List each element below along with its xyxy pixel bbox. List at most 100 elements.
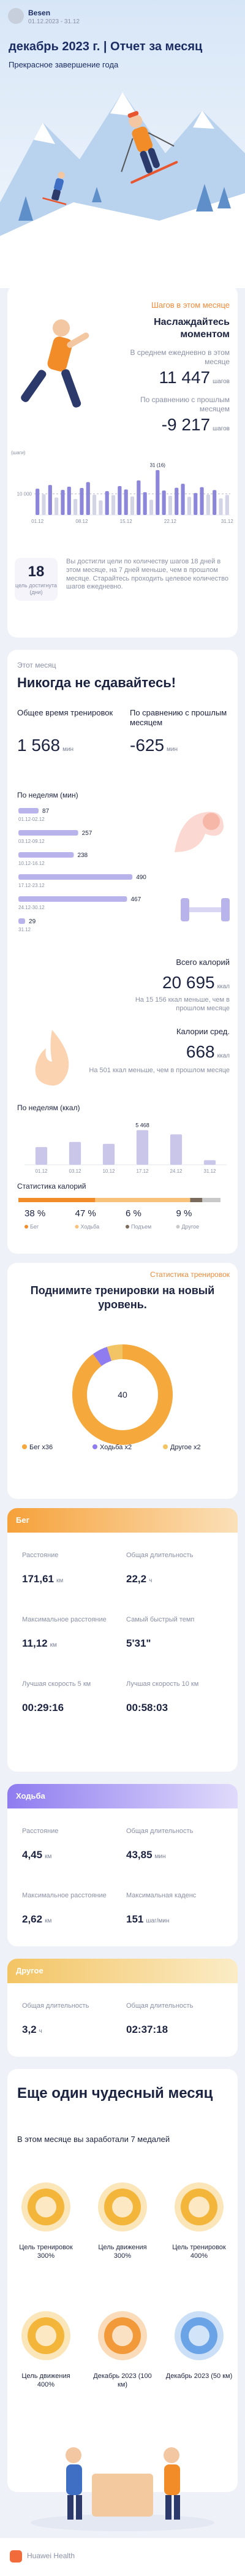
arm-illustration bbox=[175, 812, 224, 852]
stat-item: Максимальное расстояние 2,62 км bbox=[22, 1891, 108, 1926]
stat-unit: км bbox=[50, 1642, 57, 1648]
stat-value: 22,2 ч bbox=[126, 1572, 212, 1585]
period: 01.12.2023 - 31.12 bbox=[28, 18, 80, 25]
goal-days-value: 18 bbox=[28, 563, 45, 580]
stat-value: 171,61 км bbox=[22, 1572, 108, 1585]
segment bbox=[202, 1198, 221, 1202]
cmp-steps-unit: шагов bbox=[213, 425, 230, 432]
steps-motto: Наслаждайтесь моментом bbox=[154, 317, 230, 340]
x-tick-label: 31.12 bbox=[203, 1168, 216, 1174]
bar bbox=[18, 874, 133, 880]
legend-dot bbox=[75, 1225, 79, 1229]
medals-subtitle: В этом месяце вы заработали 7 медалей bbox=[17, 2135, 170, 2144]
stat-number: 22,2 bbox=[126, 1573, 147, 1585]
stat-value: 2,62 км bbox=[22, 1913, 108, 1926]
report-subtitle: Прекрасное завершение года bbox=[9, 60, 119, 69]
stat-value: 5'31" bbox=[126, 1637, 212, 1650]
donut-segment bbox=[107, 1344, 123, 1361]
stat-item: Расстояние 4,45 км bbox=[22, 1827, 108, 1861]
stat-unit: км bbox=[45, 1853, 52, 1860]
calorie-stats-chart: 38 % Бег 47 % Ходьба 6 % Подъем 9 % Другое bbox=[18, 1198, 221, 1230]
other-card bbox=[7, 1959, 238, 2057]
exercise-title: Никогда не сдавайтесь! bbox=[17, 675, 176, 690]
stat-number: 171,61 bbox=[22, 1573, 54, 1585]
stat-label: Общая длительность bbox=[126, 2002, 194, 2010]
x-tick-label: 22.12 bbox=[164, 519, 177, 524]
workouts-card bbox=[7, 1263, 238, 1499]
value-label: 87 bbox=[42, 808, 50, 815]
segment bbox=[190, 1198, 203, 1202]
goal-badge bbox=[15, 558, 58, 601]
medal-label: Цель движения 400% bbox=[21, 2372, 70, 2388]
stat-item: Общая длительность 3,2 ч bbox=[22, 2002, 108, 2036]
stat-number: 02:37:18 bbox=[126, 2024, 168, 2035]
total-time-unit: мин bbox=[62, 746, 74, 753]
walking-card bbox=[7, 1784, 238, 1946]
bar bbox=[143, 492, 147, 515]
donut-total: 40 bbox=[118, 1390, 127, 1400]
stat-label: Максимальное расстояние bbox=[22, 1616, 107, 1623]
cal-avg-unit: ккал bbox=[217, 1053, 230, 1059]
x-tick-label: 24.12 bbox=[170, 1168, 183, 1174]
stat-unit: шаг/мин bbox=[146, 1918, 170, 1924]
segment bbox=[95, 1198, 190, 1202]
stat-unit: км bbox=[56, 1577, 64, 1584]
medal-core bbox=[112, 2197, 133, 2217]
legend-label: Другое x2 bbox=[170, 1444, 201, 1451]
bar bbox=[80, 487, 84, 515]
footer-illustration bbox=[31, 2447, 214, 2531]
cal-avg: 668 ккал bbox=[92, 1041, 230, 1062]
medal-icons bbox=[21, 2182, 224, 2360]
legend-dot bbox=[22, 1444, 27, 1449]
bar bbox=[105, 491, 109, 515]
running-title: Бег bbox=[16, 1515, 29, 1525]
exercise-heading: Этот месяц bbox=[17, 661, 56, 669]
x-tick-label: 01.12 bbox=[35, 1168, 48, 1174]
stat-item: Максимальная каденс 151 шаг/мин bbox=[126, 1891, 212, 1926]
stat-value: 11,12 км bbox=[22, 1637, 108, 1650]
bar bbox=[162, 490, 166, 515]
stat-value: 3,2 ч bbox=[22, 2023, 108, 2036]
week-label: 10.12-16.12 bbox=[18, 861, 45, 866]
medal-core bbox=[189, 2325, 209, 2346]
bar bbox=[118, 486, 122, 515]
value-label: 490 bbox=[136, 874, 146, 881]
value-label: 467 bbox=[130, 896, 141, 903]
bar bbox=[48, 485, 52, 515]
value-label: 238 bbox=[77, 852, 88, 859]
cal-avg-label: Калории сред. bbox=[176, 1027, 230, 1036]
cal-total-unit: ккал bbox=[217, 983, 230, 990]
legend-dot bbox=[126, 1225, 129, 1229]
medals-card bbox=[7, 2069, 238, 2492]
cmp-label: По сравнению с прошлым месяцем bbox=[140, 395, 230, 413]
bar bbox=[86, 482, 90, 515]
stat-item: Самый быстрый темп 5'31" bbox=[126, 1615, 212, 1650]
weekly-calories-chart: 01.12 03.12 10.12 17.12 5 468 24.12 31.12 bbox=[24, 1122, 227, 1174]
bar bbox=[18, 830, 78, 836]
week-label: 31.12 bbox=[18, 927, 31, 932]
stat-item: Расстояние 171,61 км bbox=[22, 1551, 108, 1585]
other-band bbox=[7, 1959, 238, 1983]
stat-number: 11,12 bbox=[22, 1637, 48, 1649]
bar bbox=[137, 480, 141, 515]
bar bbox=[194, 493, 198, 515]
goal-label: 10 000 bbox=[17, 492, 32, 497]
stat-label: Лучшая скорость 10 км bbox=[126, 1680, 199, 1688]
legend-label: Подъем bbox=[131, 1224, 151, 1230]
stat-number: 00:58:03 bbox=[126, 1702, 168, 1713]
x-tick-label: 01.12 bbox=[31, 519, 44, 524]
bar bbox=[130, 496, 135, 515]
avatar bbox=[8, 8, 24, 24]
bar bbox=[18, 852, 74, 858]
bar bbox=[61, 490, 65, 515]
cmp-steps: -9 217 шагов bbox=[92, 414, 230, 435]
x-tick-label: 17.12 bbox=[136, 1168, 149, 1174]
cal-total-note: На 15 156 ккал меньше, чем в прошлом мес… bbox=[135, 996, 230, 1012]
legend-label: Ходьба x2 bbox=[100, 1444, 132, 1451]
legend-dot bbox=[24, 1225, 28, 1229]
bar bbox=[111, 495, 116, 515]
stat-value: 02:37:18 bbox=[126, 2023, 212, 2036]
bar bbox=[187, 497, 191, 515]
steps-heading: Шагов в этом месяце bbox=[151, 300, 230, 310]
fire-illustration bbox=[35, 1030, 69, 1086]
